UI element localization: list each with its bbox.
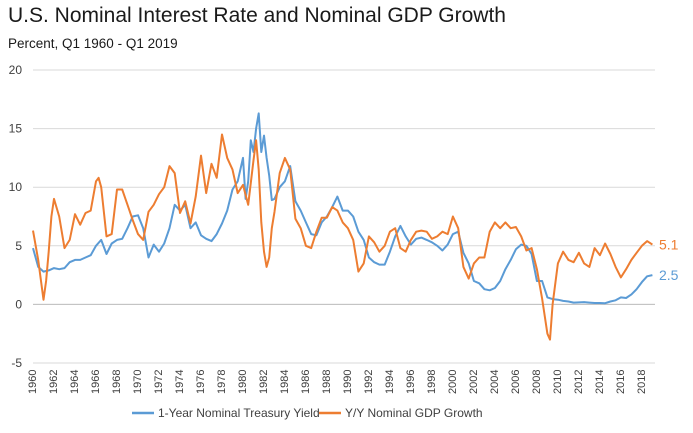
legend-label-2: Y/Y Nominal GDP Growth xyxy=(345,406,483,420)
x-tick-label: 1982 xyxy=(258,370,270,394)
x-tick-label: 1974 xyxy=(174,370,186,394)
gridlines xyxy=(33,69,655,364)
x-tick-label: 1988 xyxy=(321,370,333,394)
x-tick-label: 2018 xyxy=(636,370,648,394)
chart-title: U.S. Nominal Interest Rate and Nominal G… xyxy=(8,4,506,27)
y-tick-label: 15 xyxy=(9,122,23,136)
x-tick-label: 1960 xyxy=(27,370,39,394)
x-tick-label: 1994 xyxy=(384,370,396,394)
x-tick-label: 1964 xyxy=(69,370,81,394)
x-tick-label: 2014 xyxy=(594,370,606,394)
x-tick-label: 1998 xyxy=(426,370,438,394)
x-tick-label: 1972 xyxy=(153,370,165,394)
x-tick-label: 1992 xyxy=(363,370,375,394)
x-tick-label: 1980 xyxy=(237,370,249,394)
x-tick-label: 1984 xyxy=(279,370,291,394)
x-tick-label: 1990 xyxy=(342,370,354,394)
x-tick-label: 2006 xyxy=(510,370,522,394)
y-tick-label: 10 xyxy=(9,180,23,194)
y-tick-label: -5 xyxy=(11,356,22,370)
x-tick-label: 1966 xyxy=(90,370,102,394)
end-label-2: 5.1 xyxy=(659,237,679,253)
x-tick-label: 1996 xyxy=(405,370,417,394)
series-line-2 xyxy=(32,133,653,341)
y-tick-label: 20 xyxy=(9,63,23,77)
series-lines xyxy=(32,112,653,341)
x-tick-label: 1970 xyxy=(132,370,144,394)
x-tick-label: 1986 xyxy=(300,370,312,394)
x-tick-label: 1962 xyxy=(48,370,60,394)
y-axis-ticks: -5 0 5 10 15 20 xyxy=(9,63,23,370)
end-label-1: 2.5 xyxy=(659,267,679,283)
x-tick-label: 2016 xyxy=(615,370,627,394)
x-tick-label: 2012 xyxy=(573,370,585,394)
chart-subtitle: Percent, Q1 1960 - Q1 2019 xyxy=(8,36,178,51)
x-tick-label: 2000 xyxy=(447,370,459,394)
x-tick-label: 1968 xyxy=(111,370,123,394)
legend: 1-Year Nominal Treasury Yield Y/Y Nominal… xyxy=(132,406,483,420)
series-line-1 xyxy=(32,112,653,305)
x-tick-label: 2010 xyxy=(552,370,564,394)
x-tick-label: 1978 xyxy=(216,370,228,394)
end-labels: 2.5 5.1 xyxy=(659,237,679,283)
x-axis-ticks: 1960 1962 1964 1966 1968 1970 1972 1974 1976 1978… xyxy=(27,370,648,394)
x-tick-label: 2002 xyxy=(468,370,480,394)
x-tick-label: 2008 xyxy=(531,370,543,394)
y-tick-label: 5 xyxy=(15,239,22,253)
legend-label-1: 1-Year Nominal Treasury Yield xyxy=(158,406,320,420)
x-tick-label: 1976 xyxy=(195,370,207,394)
x-tick-label: 2004 xyxy=(489,370,501,394)
y-tick-label: 0 xyxy=(15,297,22,311)
